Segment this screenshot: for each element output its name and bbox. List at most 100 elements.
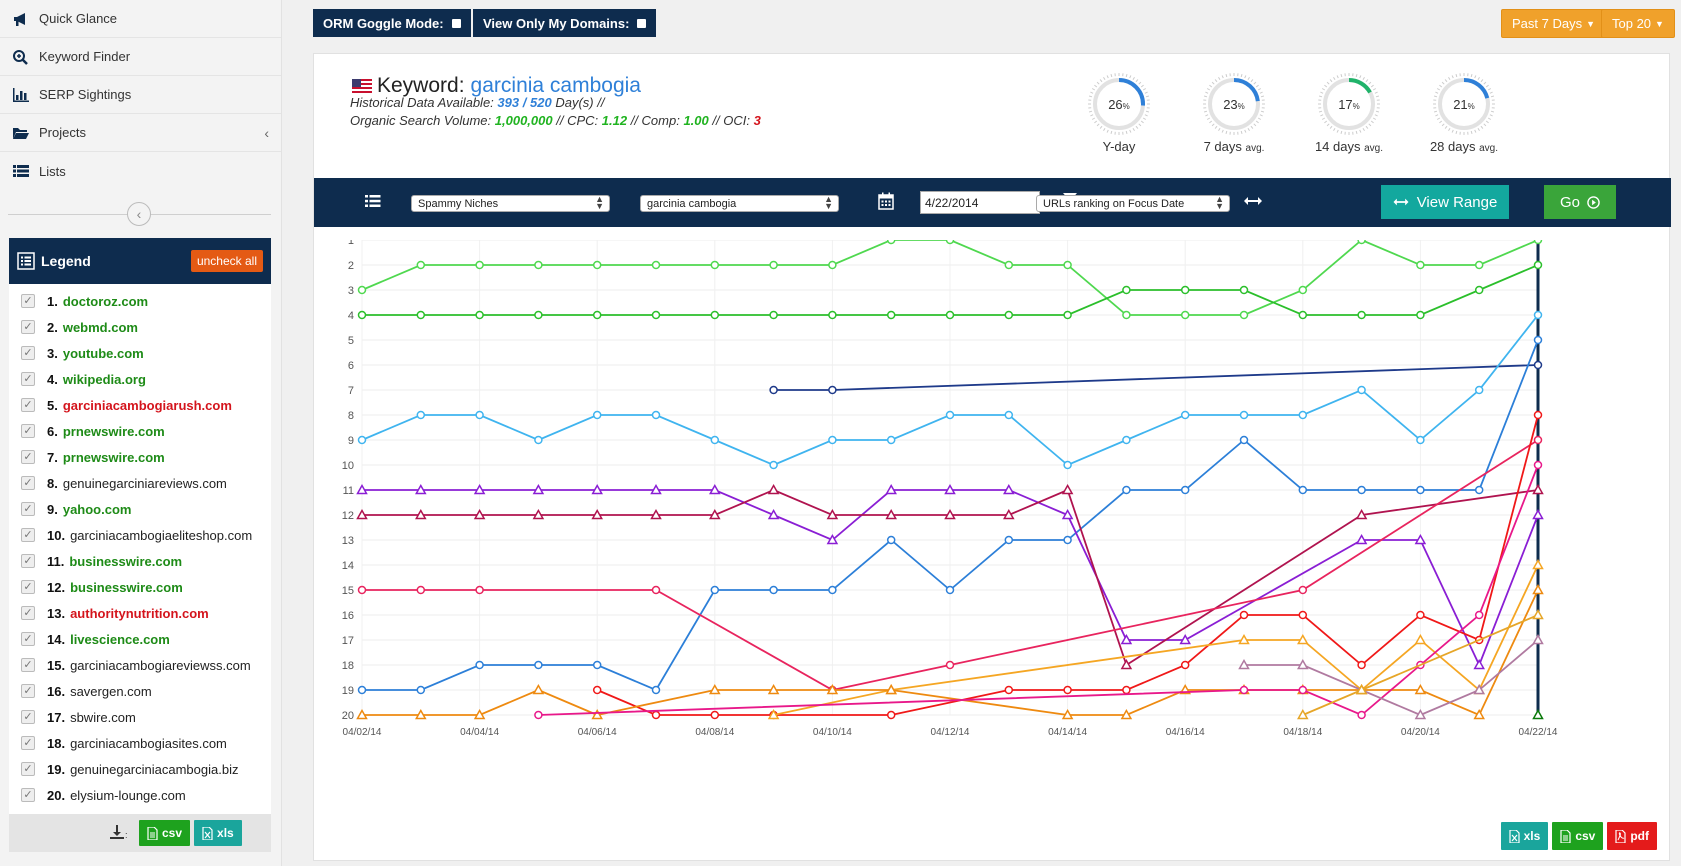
legend-xls-button[interactable]: xls bbox=[194, 820, 242, 846]
nav-keyword-finder[interactable]: Keyword Finder bbox=[0, 38, 281, 76]
nav-lists[interactable]: Lists bbox=[0, 152, 281, 190]
legend-item[interactable]: ✓ 3. youtube.com bbox=[9, 340, 271, 366]
legend-item-domain[interactable]: sbwire.com bbox=[70, 709, 136, 725]
legend-item-domain[interactable]: garciniacambogiaeliteshop.com bbox=[70, 527, 253, 543]
my-domains-checkbox[interactable] bbox=[637, 18, 647, 28]
legend-checkbox[interactable]: ✓ bbox=[21, 502, 35, 516]
collapse-sidebar-button[interactable]: ‹ bbox=[127, 202, 151, 226]
data-point bbox=[591, 708, 603, 720]
legend-item[interactable]: ✓ 14. livescience.com bbox=[9, 626, 271, 652]
go-button[interactable]: Go bbox=[1544, 185, 1616, 219]
legend-item-domain[interactable]: elysium-lounge.com bbox=[70, 787, 186, 803]
chevron-left-icon[interactable]: ‹ bbox=[264, 125, 269, 141]
date-range-dropdown[interactable]: Past 7 Days ▼ bbox=[1501, 9, 1607, 38]
legend-item[interactable]: ✓ 15. garciniacambogiareviewss.com bbox=[9, 652, 271, 678]
legend-item[interactable]: ✓ 6. prnewswire.com bbox=[9, 418, 271, 444]
data-point bbox=[1533, 260, 1543, 270]
top-n-dropdown[interactable]: Top 20 ▼ bbox=[1601, 9, 1675, 38]
nav-serp-sightings[interactable]: SERP Sightings bbox=[0, 76, 281, 114]
niche-select[interactable]: Spammy Niches ▲ ▼ bbox=[411, 195, 610, 212]
legend-item[interactable]: ✓ 20. elysium-lounge.com bbox=[9, 782, 271, 808]
legend-panel: Legend uncheck all ✓ 1. doctoroz.com ✓ 2. web… bbox=[9, 238, 271, 852]
legend-checkbox[interactable]: ✓ bbox=[21, 632, 35, 646]
legend-checkbox[interactable]: ✓ bbox=[21, 580, 35, 594]
legend-item[interactable]: ✓ 13. authoritynutrition.com bbox=[9, 600, 271, 626]
comp-label: // Comp: bbox=[630, 113, 680, 128]
data-point bbox=[1003, 508, 1015, 520]
legend-item-domain[interactable]: genuinegarciniacambogia.biz bbox=[70, 761, 239, 777]
legend-item[interactable]: ✓ 18. garciniacambogiasites.com bbox=[9, 730, 271, 756]
legend-item[interactable]: ✓ 7. prnewswire.com bbox=[9, 444, 271, 470]
legend-checkbox[interactable]: ✓ bbox=[21, 736, 35, 750]
legend-checkbox[interactable]: ✓ bbox=[21, 684, 35, 698]
export-xls-button[interactable]: xls bbox=[1500, 822, 1549, 850]
export-pdf-button[interactable]: pdf bbox=[1607, 822, 1657, 850]
legend-checkbox[interactable]: ✓ bbox=[21, 450, 35, 464]
legend-checkbox[interactable]: ✓ bbox=[21, 606, 35, 620]
legend-checkbox[interactable]: ✓ bbox=[21, 788, 35, 802]
legend-item-domain[interactable]: authoritynutrition.com bbox=[70, 605, 209, 621]
legend-item-domain[interactable]: prnewswire.com bbox=[62, 449, 165, 465]
legend-checkbox[interactable]: ✓ bbox=[21, 658, 35, 672]
uncheck-all-button[interactable]: uncheck all bbox=[190, 250, 263, 272]
legend-item-domain[interactable]: businesswire.com bbox=[70, 579, 183, 595]
comp-value: 1.00 bbox=[683, 113, 709, 128]
legend-item-domain[interactable]: livescience.com bbox=[70, 631, 170, 647]
legend-checkbox[interactable]: ✓ bbox=[21, 762, 35, 776]
legend-item[interactable]: ✓ 1. doctoroz.com bbox=[9, 288, 271, 314]
export-csv-button[interactable]: csv bbox=[1552, 822, 1604, 850]
orm-goggle-checkbox[interactable] bbox=[451, 18, 461, 28]
keyword-select[interactable]: garcinia cambogia ▲ ▼ bbox=[640, 195, 839, 212]
legend-item[interactable]: ✓ 5. garciniacambogiarush.com bbox=[9, 392, 271, 418]
legend-item[interactable]: ✓ 19. genuinegarciniacambogia.biz bbox=[9, 756, 271, 782]
calendar-icon[interactable] bbox=[878, 192, 894, 210]
legend-item-domain[interactable]: garciniacambogiarush.com bbox=[62, 397, 232, 413]
list-icon[interactable] bbox=[364, 192, 382, 210]
legend-item-domain[interactable]: genuinegarciniareviews.com bbox=[62, 475, 227, 491]
hist-total: 520 bbox=[530, 95, 552, 110]
legend-item-domain[interactable]: savergen.com bbox=[70, 683, 152, 699]
legend-item[interactable]: ✓ 11. businesswire.com bbox=[9, 548, 271, 574]
keyword-value[interactable]: garcinia cambogia bbox=[470, 74, 641, 97]
legend-checkbox[interactable]: ✓ bbox=[21, 398, 35, 412]
legend-checkbox[interactable]: ✓ bbox=[21, 710, 35, 724]
legend-item-domain[interactable]: prnewswire.com bbox=[62, 423, 165, 439]
legend-item[interactable]: ✓ 4. wikipedia.org bbox=[9, 366, 271, 392]
legend-checkbox[interactable]: ✓ bbox=[21, 294, 35, 308]
focus-date-input[interactable]: 4/22/2014 bbox=[920, 191, 1040, 214]
legend-item-domain[interactable]: youtube.com bbox=[62, 345, 144, 361]
legend-checkbox[interactable]: ✓ bbox=[21, 424, 35, 438]
legend-item[interactable]: ✓ 8. genuinegarciniareviews.com bbox=[9, 470, 271, 496]
legend-item-domain[interactable]: yahoo.com bbox=[62, 501, 132, 517]
my-domains-toggle[interactable]: View Only My Domains: bbox=[473, 9, 657, 37]
view-range-button[interactable]: View Range bbox=[1381, 185, 1509, 219]
legend-csv-button[interactable]: csv bbox=[139, 820, 191, 846]
data-point bbox=[1297, 708, 1309, 720]
legend-item[interactable]: ✓ 2. webmd.com bbox=[9, 314, 271, 340]
legend-item-domain[interactable]: wikipedia.org bbox=[62, 371, 146, 387]
legend-checkbox[interactable]: ✓ bbox=[21, 372, 35, 386]
legend-item-domain[interactable]: webmd.com bbox=[62, 319, 138, 335]
data-point bbox=[709, 483, 721, 495]
nav-quick-glance[interactable]: Quick Glance bbox=[0, 0, 281, 38]
orm-goggle-toggle[interactable]: ORM Goggle Mode: bbox=[313, 9, 471, 37]
legend-item[interactable]: ✓ 10. garciniacambogiaeliteshop.com bbox=[9, 522, 271, 548]
legend-item-domain[interactable]: garciniacambogiasites.com bbox=[70, 735, 227, 751]
data-point bbox=[945, 585, 955, 595]
legend-item[interactable]: ✓ 16. savergen.com bbox=[9, 678, 271, 704]
filter-select[interactable]: URLs ranking on Focus Date ▲ ▼ bbox=[1036, 195, 1230, 212]
hist-sep: / bbox=[522, 95, 527, 110]
legend-checkbox[interactable]: ✓ bbox=[21, 554, 35, 568]
legend-item[interactable]: ✓ 12. businesswire.com bbox=[9, 574, 271, 600]
legend-item-number: 14. bbox=[47, 631, 66, 647]
legend-item[interactable]: ✓ 17. sbwire.com bbox=[9, 704, 271, 730]
legend-item-domain[interactable]: doctoroz.com bbox=[62, 293, 149, 309]
legend-checkbox[interactable]: ✓ bbox=[21, 346, 35, 360]
legend-item[interactable]: ✓ 9. yahoo.com bbox=[9, 496, 271, 522]
nav-projects[interactable]: Projects ‹ bbox=[0, 114, 281, 152]
legend-checkbox[interactable]: ✓ bbox=[21, 476, 35, 490]
legend-item-domain[interactable]: garciniacambogiareviewss.com bbox=[70, 657, 251, 673]
legend-checkbox[interactable]: ✓ bbox=[21, 320, 35, 334]
legend-item-domain[interactable]: businesswire.com bbox=[69, 553, 183, 569]
legend-checkbox[interactable]: ✓ bbox=[21, 528, 35, 542]
